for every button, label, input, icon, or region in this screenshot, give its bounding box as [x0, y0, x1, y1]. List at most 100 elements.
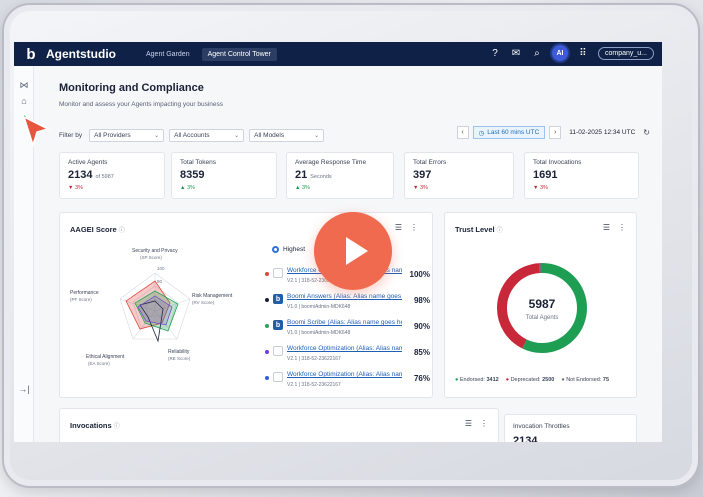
kpi-suffix: of 5987 [95, 174, 114, 180]
kpi-delta: 3% [539, 185, 548, 191]
tab-agent-control-tower[interactable]: Agent Control Tower [201, 47, 277, 61]
legend-label: Deprecated: [510, 377, 541, 383]
kpi-value: 21 [295, 169, 308, 181]
providers-select[interactable]: All Providers ⌄ [89, 129, 165, 142]
radar-axis-label: Performance [70, 290, 99, 296]
mail-icon[interactable]: ✉ [511, 47, 521, 59]
radar-axis-label: Reliability [168, 349, 190, 355]
time-controls: ‹ ◷ Last 60 mins UTC › 11-02-2025 12:34 U… [456, 126, 650, 139]
agent-name-link[interactable]: Workforce Optimization (Alias: Alias nam… [287, 371, 402, 378]
help-icon[interactable]: ? [492, 47, 498, 59]
page-subtitle: Monitor and assess your Agents impacting… [59, 101, 224, 108]
radar-series[interactable] [137, 295, 173, 326]
agent-meta: V2.1 | 318-52-23622167 [287, 356, 341, 362]
accounts-select[interactable]: All Accounts ⌄ [169, 129, 245, 142]
search-icon[interactable]: ⌕ [534, 47, 540, 59]
refresh-icon[interactable]: ↻ [643, 128, 650, 137]
trust-donut-chart: 5987 Total Agents [497, 263, 587, 353]
kpi-suffix: Seconds [310, 174, 332, 180]
radio-selected-icon[interactable] [272, 246, 279, 253]
legend-dot-icon: ● [505, 377, 510, 383]
invocations-title: Invocations [70, 421, 112, 430]
agent-meta: V2.1 | 318-52-23622167 [287, 382, 341, 388]
time-next-button[interactable]: › [549, 126, 562, 139]
list-icon[interactable]: ☰ [464, 419, 472, 428]
info-icon[interactable]: ⓘ [496, 228, 503, 234]
legend-value: 3412 [486, 377, 499, 383]
kpi-card[interactable]: Average Response Time 21 Seconds ▲ 3% [286, 152, 394, 199]
aagei-title: AAGEI Score [70, 225, 117, 234]
agent-name-link[interactable]: Boomi Answers (Alias: Alias name goes he… [287, 293, 402, 300]
kpi-card[interactable]: Total Errors 397 ▼ 3% [404, 152, 514, 199]
card-tools: ☰ ⋮ [465, 419, 488, 428]
company-selector[interactable]: company_u... [597, 46, 654, 60]
time-prev-button[interactable]: ‹ [456, 126, 469, 139]
filter-label: Filter by [59, 132, 83, 139]
agent-name-link[interactable]: Boomi Scribe (Alias: Alias name goes her… [287, 319, 402, 326]
agent-name-link[interactable]: Workforce Optimization (Alias: Alias nam… [287, 345, 402, 352]
info-icon[interactable]: ⓘ [118, 228, 125, 234]
agent-score: 98% [413, 296, 430, 305]
invocations-card: Invocations ⓘ ☰ ⋮ [59, 408, 499, 442]
agent-color-dot [265, 272, 269, 276]
time-range-label: Last 60 mins UTC [487, 129, 540, 136]
agent-row[interactable]: Workforce Optimization (Alias: Alias nam… [265, 345, 430, 369]
clock-icon: ◷ [478, 129, 485, 137]
agent-score: 90% [413, 322, 430, 331]
building-icon[interactable]: ⌂ [21, 96, 27, 106]
sort-label: Highest [283, 246, 306, 253]
agent-row[interactable]: b Boomi Answers (Alias: Alias name goes … [265, 293, 430, 317]
kpi-label: Total Errors [413, 159, 447, 166]
radar-axis-sub: (PF Score) [70, 297, 92, 302]
donut-total: 5987 [529, 297, 556, 311]
radar-axis-sub: (EA Score) [88, 361, 110, 366]
page-title: Monitoring and Compliance [59, 82, 204, 94]
more-options-icon[interactable]: ⋮ [480, 419, 488, 428]
more-options-icon[interactable]: ⋮ [410, 223, 418, 232]
trust-title: Trust Level [455, 225, 495, 234]
agent-meta: V2.1 | 318-52-23622167 [287, 278, 341, 284]
time-range-button[interactable]: ◷ Last 60 mins UTC [472, 126, 546, 139]
agent-row[interactable]: Workforce Optimization (Alias: Alias nam… [265, 371, 430, 395]
play-icon [346, 237, 368, 265]
kpi-delta: 3% [74, 185, 83, 191]
avatar[interactable]: AI [551, 45, 568, 61]
legend-item: ● Deprecated: 2500 [506, 377, 555, 383]
agent-meta: V1.0 | boomiAdmin-MDK648 [287, 304, 351, 310]
kpi-delta: 3% [186, 185, 195, 191]
top-navbar: b Agentstudio Agent Garden Agent Control… [14, 42, 662, 66]
agent-color-dot [265, 298, 269, 302]
donut-segment-not-endorsed[interactable] [497, 263, 587, 353]
providers-value: All Providers [94, 132, 131, 139]
models-select[interactable]: All Models ⌄ [249, 129, 325, 142]
kpi-label: Average Response Time [295, 159, 367, 166]
radar-axis-label: Risk Management [192, 293, 233, 299]
apps-grid-icon[interactable]: ⠿ [579, 47, 587, 59]
kpi-card[interactable]: Total Invocations 1691 ▼ 3% [524, 152, 639, 199]
legend-item: ● Not Endorsed: 75 [561, 377, 609, 383]
agents-icon[interactable]: ⋈ [19, 80, 29, 90]
chevron-down-icon: ⌄ [234, 133, 240, 139]
boomi-logo-icon: b [273, 320, 283, 330]
radar-grid [119, 272, 191, 340]
sort-option[interactable]: Highest [272, 246, 305, 253]
radar-axis-sub: (RE Score) [168, 356, 191, 361]
donut-segment-deprecated[interactable] [497, 263, 587, 353]
brand-name: Agentstudio [46, 47, 116, 61]
collapse-rail-icon[interactable]: →| [18, 384, 30, 394]
kpi-card[interactable]: Active Agents 2134 of 5987 ▼ 3% [59, 152, 165, 199]
tab-agent-garden[interactable]: Agent Garden [146, 50, 190, 58]
agent-row[interactable]: b Boomi Scribe (Alias: Alias name goes h… [265, 319, 430, 343]
kpi-card[interactable]: Total Tokens 8359 ▲ 3% [171, 152, 277, 199]
info-icon[interactable]: ⓘ [113, 424, 120, 430]
list-icon[interactable]: ☰ [394, 223, 402, 232]
radar-tick: 100 [157, 266, 165, 271]
video-play-button[interactable] [314, 212, 392, 290]
arrow-down-icon: ▼ [533, 185, 539, 191]
more-options-icon[interactable]: ⋮ [618, 223, 626, 232]
list-icon[interactable]: ☰ [602, 223, 610, 232]
boomi-logo-icon[interactable]: b [26, 45, 36, 63]
invocation-throttles-card: Invocation Throttles 2134 [504, 414, 637, 442]
trust-level-card: Trust Level ⓘ ☰ ⋮ 5987 Total Agents ● End… [444, 212, 637, 398]
chevron-down-icon: ⌄ [154, 133, 160, 139]
